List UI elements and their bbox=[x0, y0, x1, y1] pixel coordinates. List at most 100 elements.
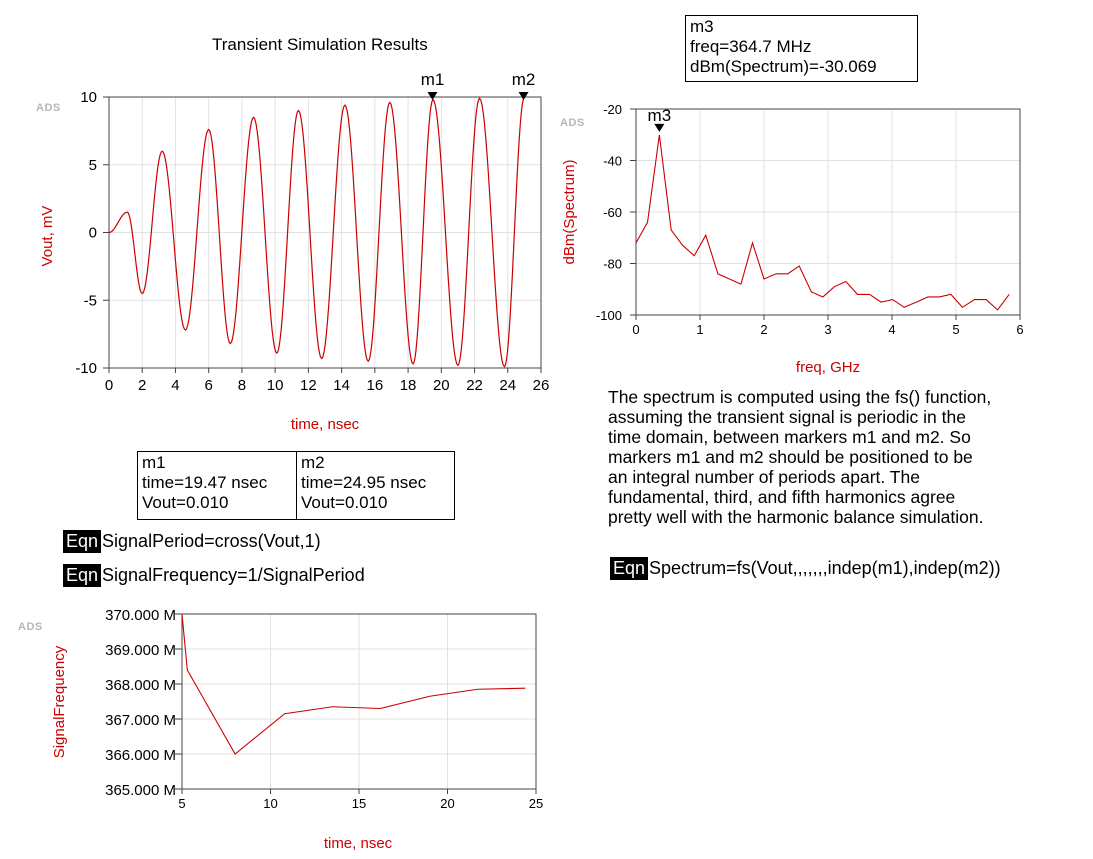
x-tick-label: 5 bbox=[952, 322, 959, 337]
x-tick-label: 6 bbox=[1016, 322, 1023, 337]
y-tick-label: 367.000 M bbox=[105, 712, 176, 729]
marker-label: m1 bbox=[421, 70, 445, 89]
transient-x-ticks: 0 2 4 6 8 10 12 14 16 18 20 22 24 26 bbox=[105, 368, 550, 394]
transient-y-axis-label: Vout, mV bbox=[39, 206, 56, 267]
y-tick-label: -20 bbox=[603, 102, 622, 117]
equation-signal-period-text: SignalPeriod=cross(Vout,1) bbox=[102, 531, 321, 551]
transient-vout-line bbox=[108, 96, 525, 368]
marker-triangle-icon[interactable] bbox=[427, 92, 438, 100]
spectrum-x-ticks: 0 1 2 3 4 5 6 bbox=[632, 315, 1024, 337]
x-tick-label: 26 bbox=[533, 377, 550, 394]
y-tick-label: -100 bbox=[596, 308, 622, 323]
transient-x-axis-label: time, nsec bbox=[291, 416, 360, 433]
x-tick-label: 20 bbox=[433, 377, 450, 394]
equation-signal-frequency[interactable]: Eqn SignalFrequency=1/SignalPeriod bbox=[63, 564, 365, 587]
equation-signal-period[interactable]: Eqn SignalPeriod=cross(Vout,1) bbox=[63, 530, 321, 553]
eqn-tag: Eqn bbox=[63, 530, 102, 553]
eqn-tag: Eqn bbox=[63, 564, 102, 587]
ads-watermark-transient: ADS bbox=[36, 102, 61, 114]
note-line: assuming the transient signal is periodi… bbox=[608, 407, 966, 427]
transient-grid bbox=[109, 97, 541, 368]
equation-signal-frequency-text: SignalFrequency=1/SignalPeriod bbox=[102, 565, 365, 585]
x-tick-label: 16 bbox=[367, 377, 384, 394]
signal-frequency-line bbox=[181, 613, 526, 755]
note-line: time domain, between markers m1 and m2. … bbox=[608, 427, 971, 447]
x-tick-label: 10 bbox=[263, 796, 277, 811]
y-tick-label: 369.000 M bbox=[105, 642, 176, 659]
marker-m1-time: time=19.47 nsec bbox=[142, 473, 268, 492]
marker-m3-readout: m3 freq=364.7 MHz dBm(Spectrum)=-30.069 bbox=[685, 15, 918, 82]
marker-m2-readout: m2 time=24.95 nsec Vout=0.010 bbox=[296, 451, 455, 520]
ads-watermark-frequency: ADS bbox=[18, 621, 43, 633]
x-tick-label: 4 bbox=[171, 377, 179, 394]
x-tick-label: 22 bbox=[466, 377, 483, 394]
x-tick-label: 25 bbox=[529, 796, 543, 811]
transient-chart-title: Transient Simulation Results bbox=[212, 35, 428, 54]
x-tick-label: 2 bbox=[760, 322, 767, 337]
y-tick-label: 370.000 M bbox=[105, 607, 176, 624]
y-tick-label: 366.000 M bbox=[105, 747, 176, 764]
marker-m3-name: m3 bbox=[690, 17, 714, 36]
x-tick-label: 24 bbox=[499, 377, 516, 394]
x-tick-label: 14 bbox=[333, 377, 350, 394]
x-tick-label: 15 bbox=[352, 796, 366, 811]
ads-watermark-spectrum: ADS bbox=[560, 117, 585, 129]
marker-m2-value: Vout=0.010 bbox=[301, 493, 388, 512]
x-tick-label: 18 bbox=[400, 377, 417, 394]
marker-triangle-icon[interactable] bbox=[518, 92, 529, 100]
spectrum-x-axis-label: freq, GHz bbox=[796, 359, 860, 376]
y-tick-label: -10 bbox=[75, 360, 97, 377]
note-line: markers m1 and m2 should be positioned t… bbox=[608, 447, 973, 467]
explanation-note: The spectrum is computed using the fs() … bbox=[608, 387, 991, 527]
frequency-grid bbox=[182, 614, 536, 789]
signal-frequency-chart[interactable]: 5 10 15 20 25 370.000 M 369.000 M 368.000 M 367… bbox=[0, 600, 560, 859]
y-tick-label: -60 bbox=[603, 205, 622, 220]
x-tick-label: 1 bbox=[696, 322, 703, 337]
marker-label: m3 bbox=[648, 106, 672, 125]
marker-m1-value: Vout=0.010 bbox=[142, 493, 229, 512]
frequency-x-ticks: 5 10 15 20 25 bbox=[178, 789, 543, 811]
x-tick-label: 12 bbox=[300, 377, 317, 394]
marker-m1-name: m1 bbox=[142, 453, 166, 472]
frequency-y-axis-label: SignalFrequency bbox=[51, 645, 68, 758]
spectrum-grid bbox=[636, 109, 1020, 315]
note-line: an integral number of periods apart. The bbox=[608, 467, 920, 487]
equation-spectrum-text: Spectrum=fs(Vout,,,,,,,indep(m1),indep(m… bbox=[649, 558, 1001, 578]
frequency-y-ticks: 370.000 M 369.000 M 368.000 M 367.000 M 366.… bbox=[105, 607, 182, 799]
x-tick-label: 6 bbox=[205, 377, 213, 394]
equation-spectrum[interactable]: Eqn Spectrum=fs(Vout,,,,,,,indep(m1),ind… bbox=[610, 557, 1001, 580]
x-tick-label: 8 bbox=[238, 377, 246, 394]
spectrum-line bbox=[635, 134, 1010, 311]
x-tick-label: 20 bbox=[440, 796, 454, 811]
marker-m1-readout: m1 time=19.47 nsec Vout=0.010 bbox=[137, 451, 298, 520]
y-tick-label: -80 bbox=[603, 257, 622, 272]
y-tick-label: 5 bbox=[89, 157, 97, 174]
spectrum-y-ticks: -20 -40 -60 -80 -100 bbox=[596, 102, 636, 323]
x-tick-label: 0 bbox=[632, 322, 639, 337]
marker-m2-name: m2 bbox=[301, 453, 325, 472]
y-tick-label: 0 bbox=[89, 225, 97, 242]
marker-label: m2 bbox=[512, 70, 536, 89]
note-line: pretty well with the harmonic balance si… bbox=[608, 507, 984, 527]
spectrum-y-axis-label: dBm(Spectrum) bbox=[561, 159, 578, 264]
y-tick-label: 10 bbox=[80, 89, 97, 106]
eqn-tag: Eqn bbox=[610, 557, 649, 580]
note-line: fundamental, third, and fifth harmonics … bbox=[608, 487, 956, 507]
x-tick-label: 10 bbox=[267, 377, 284, 394]
x-tick-label: 2 bbox=[138, 377, 146, 394]
y-tick-label: 365.000 M bbox=[105, 782, 176, 799]
y-tick-label: -40 bbox=[603, 154, 622, 169]
spectrum-marker: m3 bbox=[648, 106, 672, 132]
x-tick-label: 5 bbox=[178, 796, 185, 811]
marker-m3-value: dBm(Spectrum)=-30.069 bbox=[690, 57, 877, 76]
transient-y-ticks: 10 5 0 -5 -10 bbox=[75, 89, 109, 377]
x-tick-label: 0 bbox=[105, 377, 113, 394]
note-line: The spectrum is computed using the fs() … bbox=[608, 387, 992, 407]
marker-m3-freq: freq=364.7 MHz bbox=[690, 37, 812, 56]
marker-triangle-icon[interactable] bbox=[654, 123, 665, 132]
spectrum-chart[interactable]: 0 1 2 3 4 5 6 -20 -40 -60 -80 -100 m3 freq, GHz dB… bbox=[550, 95, 1040, 380]
x-tick-label: 3 bbox=[824, 322, 831, 337]
frequency-x-axis-label: time, nsec bbox=[324, 835, 393, 852]
marker-m2-time: time=24.95 nsec bbox=[301, 473, 427, 492]
